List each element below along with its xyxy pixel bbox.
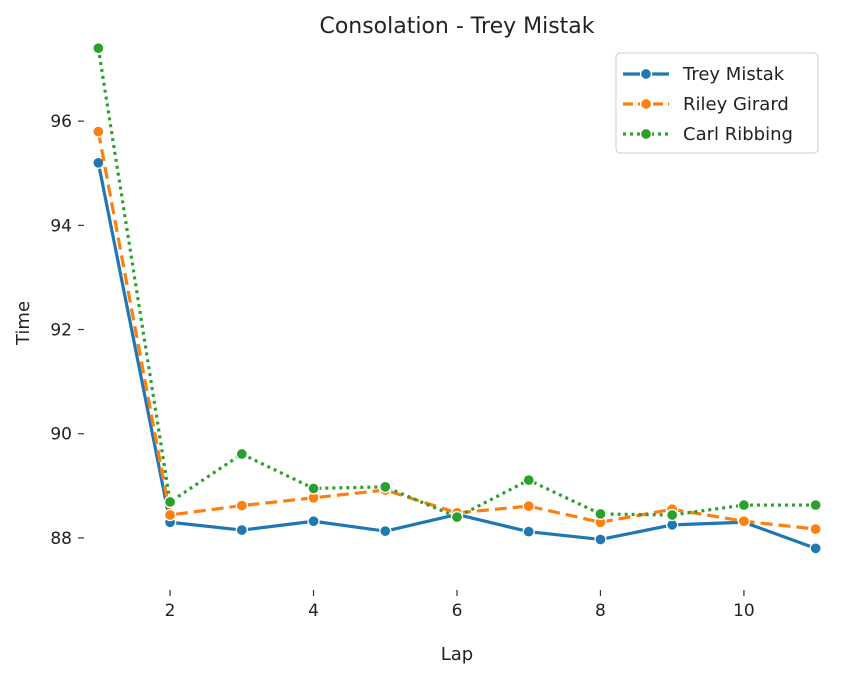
series-line (96, 47, 816, 519)
data-point (379, 480, 392, 494)
y-tick-label: 94 (50, 216, 72, 236)
legend-label: Trey Mistak (682, 64, 785, 85)
legend-entry: Riley Girard (623, 94, 789, 115)
data-point (522, 499, 535, 513)
series-line (96, 162, 817, 550)
series-line (96, 131, 816, 531)
data-point (92, 42, 105, 55)
y-axis-title: Time (13, 301, 34, 346)
series-riley-girard (92, 125, 822, 536)
y-tick-label: 90 (50, 425, 72, 445)
data-point (450, 510, 464, 524)
data-point (737, 515, 751, 528)
data-point (809, 498, 822, 512)
legend-label: Carl Ribbing (683, 124, 793, 145)
series-trey-mistak (92, 156, 822, 555)
data-point (307, 482, 320, 495)
x-axis: 2 4 6 8 10 (165, 590, 755, 621)
x-tick-label: 2 (165, 601, 176, 621)
data-point (594, 507, 607, 521)
x-axis-title: Lap (441, 644, 473, 665)
chart-title: Consolation - Trey Mistak (319, 14, 594, 39)
x-tick-label: 10 (733, 601, 755, 621)
data-point (307, 515, 320, 528)
x-tick-label: 4 (308, 601, 319, 621)
data-point (92, 125, 105, 138)
data-point (522, 525, 535, 538)
data-point (235, 447, 248, 461)
plot-area (92, 42, 822, 555)
x-tick-label: 6 (452, 601, 463, 621)
data-point (235, 523, 248, 537)
data-point (666, 508, 679, 522)
series-carl-ribbing (92, 42, 822, 524)
data-point (737, 498, 751, 512)
y-tick-label: 88 (50, 529, 72, 549)
data-point (92, 156, 105, 169)
data-point (379, 524, 392, 538)
legend-label: Riley Girard (683, 94, 789, 115)
legend-marker (639, 97, 653, 111)
data-point (163, 508, 177, 522)
y-axis: 88 90 92 94 96 (50, 112, 84, 549)
x-tick-label: 8 (595, 601, 606, 621)
legend-entry: Trey Mistak (623, 64, 785, 85)
data-point (163, 495, 177, 509)
data-point (809, 522, 822, 536)
legend-marker (639, 67, 653, 81)
data-point (235, 499, 248, 512)
data-point (809, 542, 822, 555)
legend-marker (639, 127, 653, 141)
legend-frame (615, 52, 819, 154)
legend: Trey Mistak Riley Girard Carl Ribbing (615, 52, 819, 154)
y-tick-label: 92 (50, 321, 72, 341)
y-tick-label: 96 (50, 112, 72, 132)
data-point (594, 533, 607, 546)
legend-entry: Carl Ribbing (623, 124, 793, 145)
data-point (522, 473, 535, 487)
